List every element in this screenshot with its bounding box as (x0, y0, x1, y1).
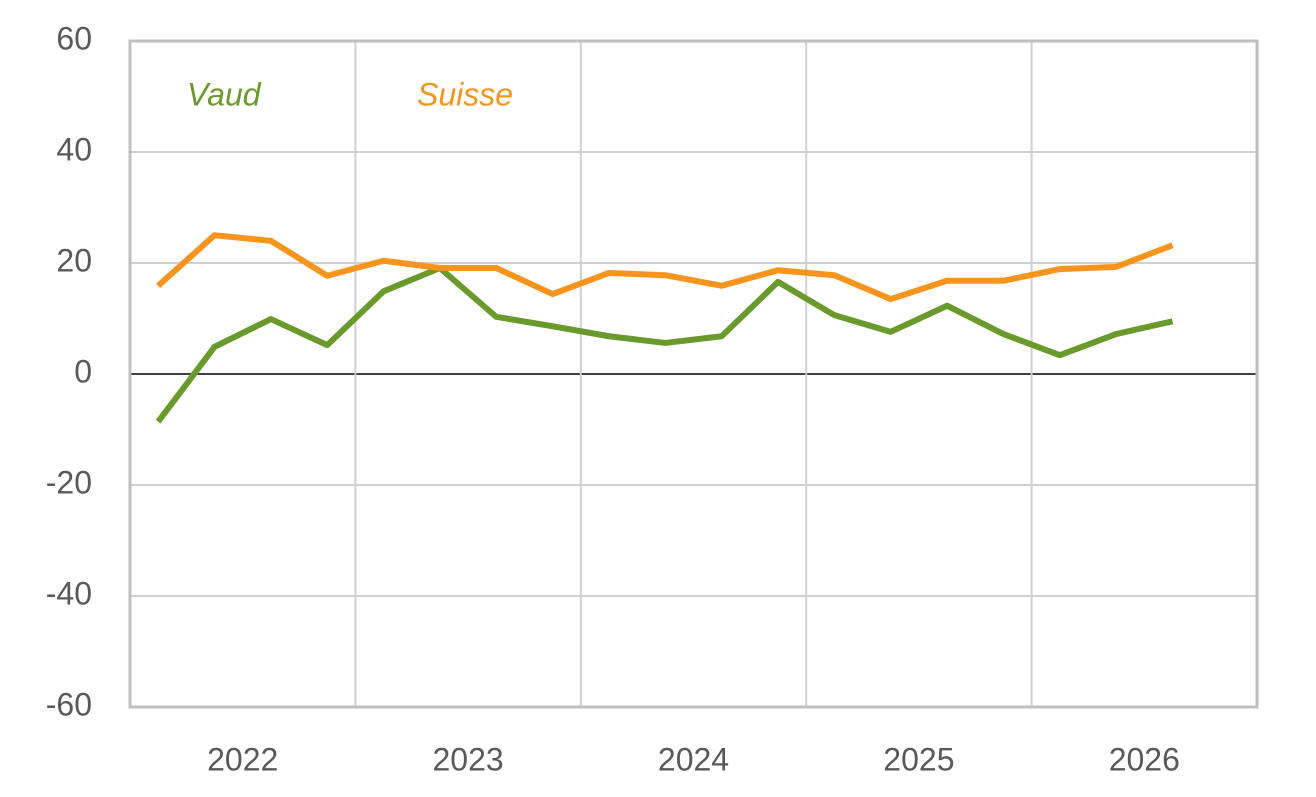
plot-border (128, 39, 1259, 709)
series-line (156, 232, 1174, 303)
legend-label: Vaud (187, 76, 262, 112)
series-line (155, 264, 1174, 424)
x-tick-label: 2022 (207, 741, 278, 777)
y-tick-label: 0 (74, 353, 92, 389)
x-tick-label: 2025 (883, 741, 954, 777)
y-tick-label: -60 (46, 686, 92, 722)
x-tick-label: 2023 (433, 741, 504, 777)
legend-label: Suisse (417, 76, 513, 112)
y-tick-label: 60 (56, 20, 92, 56)
y-tick-label: 20 (56, 242, 92, 278)
x-tick-label: 2024 (658, 741, 729, 777)
x-tick-label: 2026 (1109, 741, 1180, 777)
y-tick-label: -20 (46, 464, 92, 500)
y-tick-label: 40 (56, 131, 92, 167)
y-tick-label: -40 (46, 575, 92, 611)
